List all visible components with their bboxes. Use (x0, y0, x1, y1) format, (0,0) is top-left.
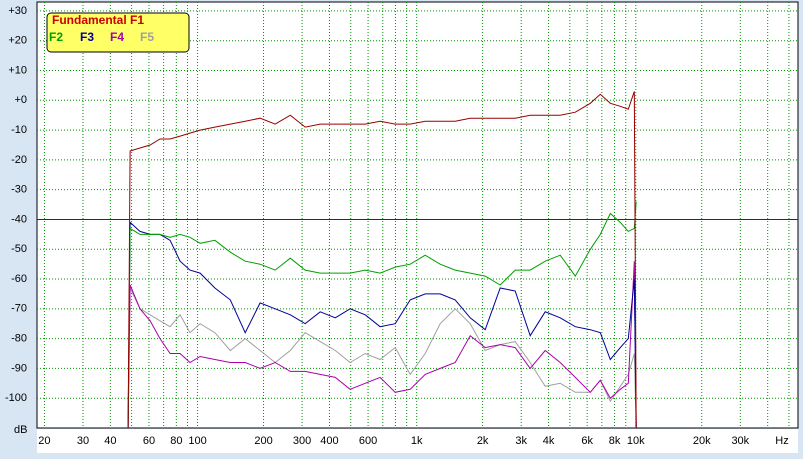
legend-box (46, 12, 190, 53)
y-tick-label: -40 (11, 213, 27, 225)
x-tick-label: 40 (104, 435, 116, 447)
x-tick-label: 6k (581, 435, 593, 447)
y-tick-label: -70 (11, 303, 27, 315)
x-unit: Hz (775, 435, 788, 447)
y-tick-label: -30 (11, 184, 27, 196)
x-tick-label: 600 (359, 435, 377, 447)
x-tick-label: 60 (143, 435, 155, 447)
y-tick-label: -80 (11, 333, 27, 345)
x-tick-label: 10k (627, 435, 645, 447)
grid (37, 2, 798, 428)
legend-entry: F3 (80, 30, 94, 44)
series-line (127, 91, 637, 429)
x-tick-label: 100 (188, 435, 206, 447)
y-tick-label: -60 (11, 273, 27, 285)
x-tick-label: 2k (477, 435, 489, 447)
legend: Fundamental F1 F2 F3 F4 F5 (46, 12, 190, 53)
legend-entry: Fundamental F1 (52, 13, 144, 27)
legend-entry: F4 (110, 30, 124, 44)
x-tick-label: 200 (254, 435, 272, 447)
series-line (127, 201, 637, 429)
x-axis-band (37, 429, 798, 453)
y-tick-label: +20 (8, 35, 27, 47)
x-tick-label: 300 (293, 435, 311, 447)
x-tick-label: 80 (170, 435, 182, 447)
series-lines (127, 91, 637, 429)
series-line (127, 287, 637, 429)
x-tick-label: 30k (731, 435, 749, 447)
y-tick-label: -10 (11, 124, 27, 136)
x-tick-label: 20k (693, 435, 711, 447)
y-tick-label: -90 (11, 362, 27, 374)
y-unit: dB (14, 424, 27, 436)
x-tick-label: 20 (38, 435, 50, 447)
x-tick-label: 8k (609, 435, 621, 447)
x-tick-label: 3k (515, 435, 527, 447)
series-line (127, 261, 637, 429)
y-tick-label: +30 (8, 5, 27, 17)
legend-entry: F2 (49, 30, 63, 44)
x-tick-label: 30 (77, 435, 89, 447)
y-tick-label: -100 (5, 392, 27, 404)
x-tick-label: 400 (320, 435, 338, 447)
y-tick-label: +0 (14, 94, 27, 106)
y-tick-label: -20 (11, 154, 27, 166)
x-tick-label: 4k (543, 435, 555, 447)
y-tick-label: +10 (8, 64, 27, 76)
series-line (127, 221, 637, 429)
legend-entry: F5 (140, 30, 154, 44)
x-tick-label: 1k (411, 435, 423, 447)
y-tick-label: -50 (11, 243, 27, 255)
